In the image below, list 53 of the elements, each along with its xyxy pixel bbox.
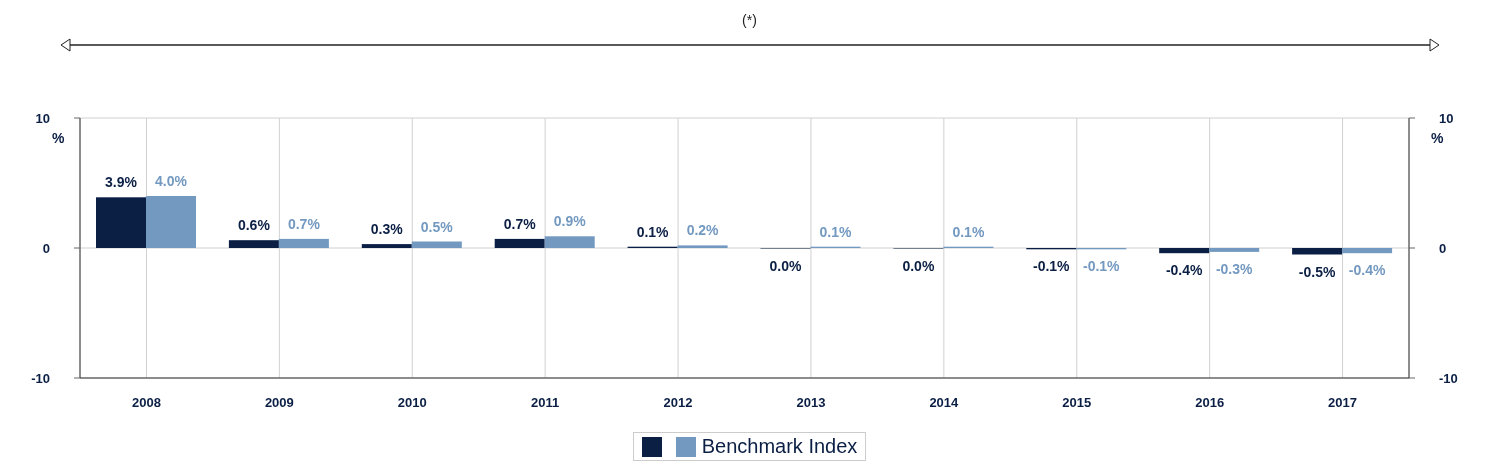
data-label: 4.0% <box>155 173 188 189</box>
data-label: -0.1% <box>1083 258 1121 275</box>
bar <box>361 244 412 248</box>
data-label: 0.7% <box>503 215 537 232</box>
bar <box>228 240 279 248</box>
x-tick-label: 2015 <box>1062 395 1092 411</box>
text: (*) <box>741 12 758 28</box>
data-label: -0.3% <box>1215 260 1254 277</box>
data-label: 0.3% <box>370 221 404 238</box>
bar <box>494 238 545 248</box>
bar <box>1292 248 1343 255</box>
bar <box>96 197 146 248</box>
bar <box>411 241 462 248</box>
y-axis-title: % <box>52 130 65 146</box>
data-label: 0.1% <box>819 223 852 240</box>
y-tick-label: 10 <box>35 110 50 126</box>
data-label: 0.1% <box>952 223 985 240</box>
bar <box>677 245 728 248</box>
data-label: 0.7% <box>287 215 321 232</box>
x-tick-label: 2009 <box>264 395 294 411</box>
bar <box>146 196 196 248</box>
y2-tick-label: 10 <box>1439 110 1454 126</box>
y-tick-label: -10 <box>31 370 50 386</box>
y-tick-label: 0 <box>42 240 50 256</box>
x-tick-label: 2008 <box>131 395 161 411</box>
data-label: 3.9% <box>105 174 138 191</box>
x-tick-label: 2013 <box>796 395 826 411</box>
data-label: 0.9% <box>553 213 587 230</box>
x-tick-label: 2014 <box>929 395 960 411</box>
bar <box>1209 248 1260 252</box>
y2-tick-label: -10 <box>1439 370 1458 386</box>
x-tick-label: 2011 <box>531 395 560 411</box>
legend-label: Benchmark Index <box>701 435 858 458</box>
data-label: -0.5% <box>1298 263 1336 280</box>
y2-tick-label: 0 <box>1439 240 1447 256</box>
data-label: 0.0% <box>902 257 935 274</box>
x-tick-label: 2016 <box>1195 395 1225 411</box>
data-label: -0.4% <box>1165 262 1204 279</box>
y2-axis-title: % <box>1431 130 1444 146</box>
data-label: -0.4% <box>1348 262 1386 279</box>
data-label: 0.5% <box>420 218 454 235</box>
bar <box>278 238 329 248</box>
data-label: -0.1% <box>1033 258 1071 275</box>
bar <box>1342 248 1393 254</box>
data-label: 0.6% <box>237 217 271 234</box>
data-label: 0.2% <box>686 222 720 239</box>
x-tick-label: 2017 <box>1328 395 1358 411</box>
data-label: 0.0% <box>769 257 802 274</box>
x-tick-label: 2012 <box>663 395 693 411</box>
bar <box>544 236 595 248</box>
bar <box>1159 248 1210 254</box>
data-label: 0.1% <box>636 223 670 240</box>
x-tick-label: 2010 <box>397 395 427 411</box>
